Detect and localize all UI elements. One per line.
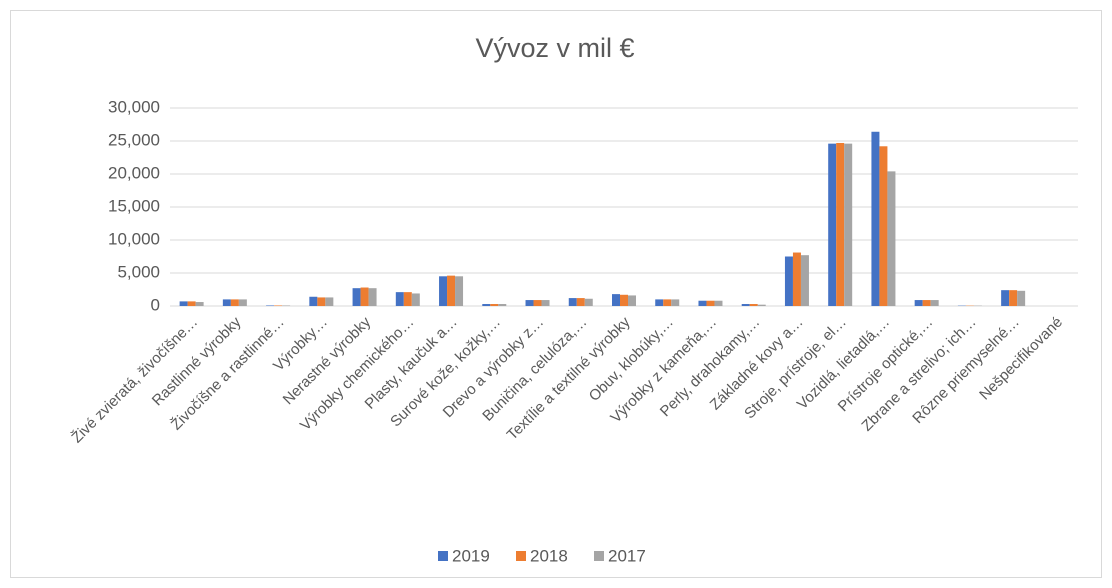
bar [584,298,593,306]
legend-label: 2019 [452,546,490,565]
bar [879,146,888,306]
bar [844,143,853,306]
bar [1001,290,1010,306]
bar [238,299,247,306]
bar [525,300,534,306]
bar [663,299,672,306]
bar [612,294,620,306]
legend-label: 2017 [608,546,646,565]
bar [266,305,275,306]
bar [447,275,456,306]
bar [576,298,585,306]
bar [439,276,448,306]
y-tick-label: 25,000 [108,130,160,149]
bar [541,300,550,306]
bar [706,300,715,306]
bar [784,256,793,306]
y-tick-label: 5,000 [117,262,160,281]
bar [698,300,707,306]
bar [395,292,404,306]
bar [195,302,204,306]
bar [360,287,369,306]
bar [490,304,499,306]
bar [792,252,801,306]
bar [1017,290,1026,306]
bar [230,299,239,306]
bar [222,299,231,306]
legend-label: 2018 [530,546,568,565]
y-tick-label: 20,000 [108,163,160,182]
bar [274,305,283,306]
bar [914,300,923,306]
chart-title: Vývoz v mil € [475,33,634,63]
bar [309,296,318,306]
bar [455,276,464,306]
bar [828,143,837,306]
bar [930,300,939,306]
y-tick-label: 10,000 [108,229,160,248]
bar [800,255,809,306]
bar [620,294,628,306]
bar [411,293,420,306]
bar [317,297,326,306]
bar [922,300,931,306]
bar [498,304,507,306]
legend-swatch [438,551,448,561]
bar [655,299,664,306]
bar [757,304,766,306]
y-tick-label: 0 [151,295,160,314]
bar [352,288,361,306]
bar [368,288,377,306]
bar [403,292,412,306]
bar [568,298,577,306]
bar [533,300,542,306]
chart-border [10,10,1102,578]
y-tick-label: 30,000 [108,97,160,116]
bar [628,295,636,306]
bar [1009,290,1018,306]
bar [282,305,291,306]
bar [741,304,750,306]
legend-swatch [594,551,604,561]
bar [187,301,196,306]
bar [749,304,758,306]
y-tick-label: 15,000 [108,196,160,215]
bar [871,131,880,306]
bar [887,171,896,306]
bar [714,300,723,306]
bar [179,301,188,306]
bar [325,297,334,306]
legend-swatch [516,551,526,561]
bar [671,299,680,306]
bar [482,304,491,306]
bar [836,142,845,306]
